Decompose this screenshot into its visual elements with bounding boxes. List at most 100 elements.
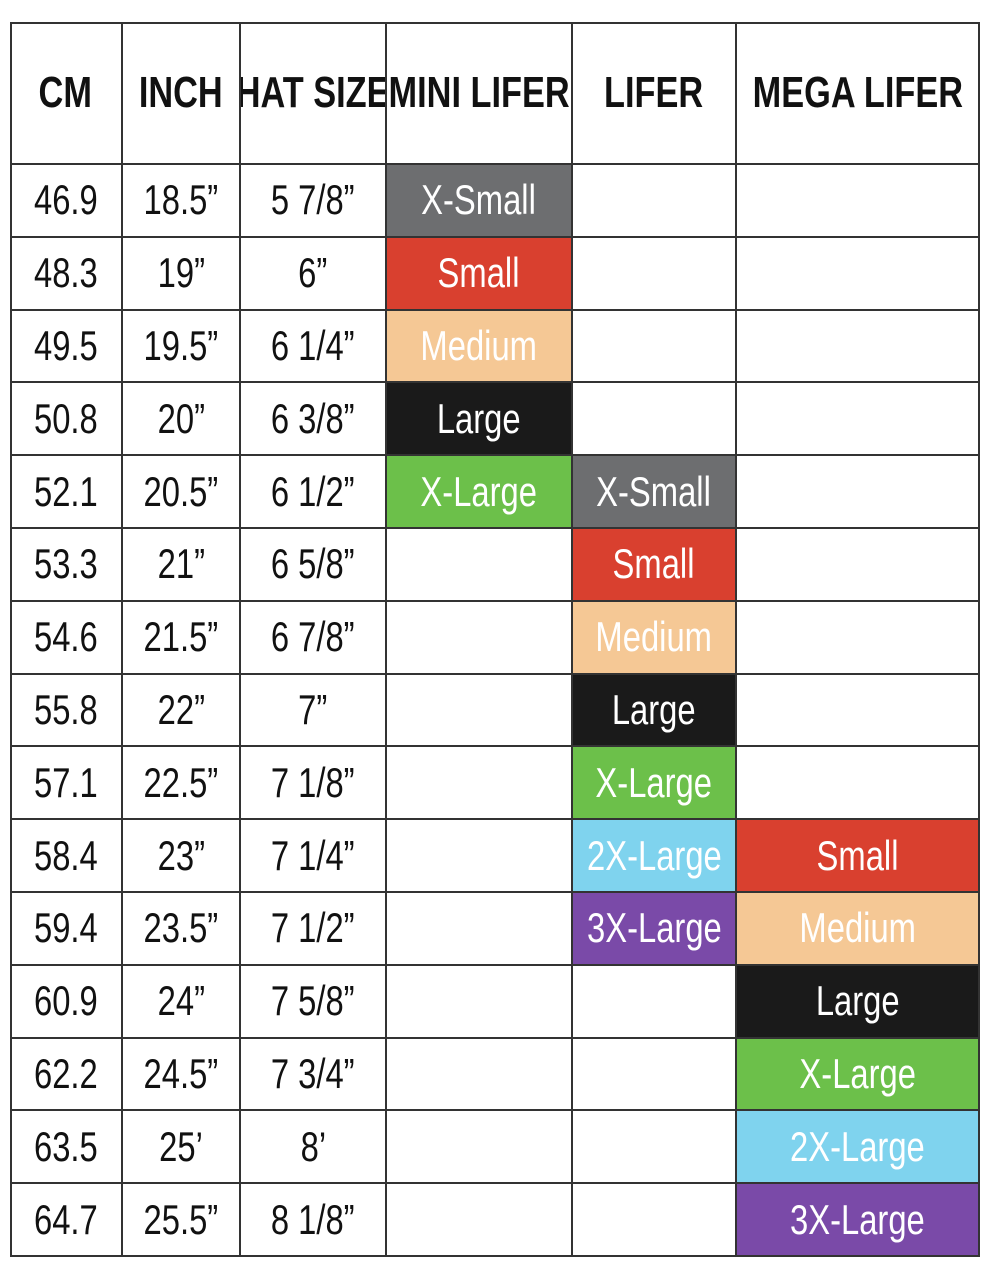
cell-text: MEGA LIFER xyxy=(752,67,963,117)
empty-cell xyxy=(737,674,980,748)
measure-cell: 24.5” xyxy=(123,1038,241,1112)
cell-text: INCH xyxy=(139,67,223,117)
cell-text: 21” xyxy=(157,540,205,588)
measure-cell: 22.5” xyxy=(123,747,241,821)
empty-cell xyxy=(387,1184,573,1257)
measure-cell: 24” xyxy=(123,965,241,1039)
empty-cell xyxy=(387,601,573,675)
empty-cell xyxy=(573,383,737,457)
cell-text: 6 1/4” xyxy=(271,321,355,369)
cell-text: 8’ xyxy=(300,1122,326,1170)
cell-text: X-Large xyxy=(799,1049,916,1097)
measure-cell: 8’ xyxy=(241,1111,387,1185)
cell-text: X-Small xyxy=(421,176,537,224)
cell-text: Medium xyxy=(595,613,713,661)
measure-cell: 18.5” xyxy=(123,165,241,238)
measure-cell: 6 3/8” xyxy=(241,383,387,457)
cell-text: 3X-Large xyxy=(790,1195,925,1243)
empty-cell xyxy=(573,1184,737,1257)
measure-cell: 20.5” xyxy=(123,456,241,529)
cell-text: LIFER xyxy=(604,67,704,117)
empty-cell xyxy=(737,456,980,529)
measure-cell: 58.4 xyxy=(10,820,123,893)
empty-cell xyxy=(573,310,737,384)
empty-cell xyxy=(387,820,573,893)
measure-cell: 25.5” xyxy=(123,1184,241,1257)
cell-text: 8 1/8” xyxy=(271,1195,355,1243)
column-header: LIFER xyxy=(573,22,737,165)
measure-cell: 55.8 xyxy=(10,674,123,748)
cell-text: Large xyxy=(437,394,521,442)
cell-text: 23.5” xyxy=(143,904,219,952)
cell-text: 22” xyxy=(157,685,205,733)
size-cell: X-Large xyxy=(573,747,737,821)
cell-text: Medium xyxy=(420,321,538,369)
cell-text: Large xyxy=(815,977,900,1025)
cell-text: 22.5” xyxy=(143,758,219,806)
measure-cell: 46.9 xyxy=(10,165,123,238)
measure-cell: 54.6 xyxy=(10,601,123,675)
empty-cell xyxy=(737,747,980,821)
measure-cell: 59.4 xyxy=(10,893,123,966)
empty-cell xyxy=(387,893,573,966)
empty-cell xyxy=(573,1038,737,1112)
empty-cell xyxy=(737,237,980,311)
measure-cell: 23.5” xyxy=(123,893,241,966)
cell-text: 20.5” xyxy=(143,467,219,515)
size-cell: Medium xyxy=(573,601,737,675)
measure-cell: 20” xyxy=(123,383,241,457)
cell-text: CM xyxy=(38,67,93,117)
empty-cell xyxy=(387,1038,573,1112)
empty-cell xyxy=(387,747,573,821)
cell-text: Small xyxy=(438,249,520,297)
measure-cell: 23” xyxy=(123,820,241,893)
empty-cell xyxy=(387,1111,573,1185)
empty-cell xyxy=(387,529,573,602)
size-cell: Large xyxy=(737,965,980,1039)
cell-text: 25.5” xyxy=(143,1195,219,1243)
cell-text: Small xyxy=(816,831,899,879)
measure-cell: 21” xyxy=(123,529,241,602)
measure-cell: 7 1/2” xyxy=(241,893,387,966)
cell-text: 21.5” xyxy=(143,613,219,661)
cell-text: Large xyxy=(612,685,696,733)
table-frame xyxy=(10,22,980,1257)
column-header: INCH xyxy=(123,22,241,165)
cell-text: X-Large xyxy=(420,467,538,515)
cell-text: 7 5/8” xyxy=(271,977,355,1025)
measure-cell: 62.2 xyxy=(10,1038,123,1112)
size-cell: 2X-Large xyxy=(737,1111,980,1185)
measure-cell: 48.3 xyxy=(10,237,123,311)
size-cell: 3X-Large xyxy=(737,1184,980,1257)
measure-cell: 6 1/2” xyxy=(241,456,387,529)
cell-text: 2X-Large xyxy=(790,1122,925,1170)
measure-cell: 52.1 xyxy=(10,456,123,529)
empty-cell xyxy=(387,674,573,748)
size-cell: X-Large xyxy=(737,1038,980,1112)
cell-text: HAT SIZE xyxy=(241,67,387,117)
column-header: MINI LIFER xyxy=(387,22,573,165)
column-header: MEGA LIFER xyxy=(737,22,980,165)
cell-text: 19.5” xyxy=(143,321,219,369)
measure-cell: 22” xyxy=(123,674,241,748)
measure-cell: 7 5/8” xyxy=(241,965,387,1039)
cell-text: 55.8 xyxy=(33,685,98,733)
cell-text: 63.5 xyxy=(33,1122,98,1170)
cell-text: 7” xyxy=(298,685,328,733)
measure-cell: 5 7/8” xyxy=(241,165,387,238)
cell-text: 24” xyxy=(157,977,205,1025)
size-cell: X-Small xyxy=(573,456,737,529)
cell-text: 54.6 xyxy=(33,613,98,661)
measure-cell: 7 1/4” xyxy=(241,820,387,893)
measure-cell: 50.8 xyxy=(10,383,123,457)
column-header: CM xyxy=(10,22,123,165)
size-cell: Large xyxy=(573,674,737,748)
cell-text: 52.1 xyxy=(33,467,98,515)
measure-cell: 19” xyxy=(123,237,241,311)
cell-text: 24.5” xyxy=(143,1049,219,1097)
size-cell: 3X-Large xyxy=(573,893,737,966)
empty-cell xyxy=(737,310,980,384)
column-header: HAT SIZE xyxy=(241,22,387,165)
cell-text: 6 7/8” xyxy=(271,613,355,661)
